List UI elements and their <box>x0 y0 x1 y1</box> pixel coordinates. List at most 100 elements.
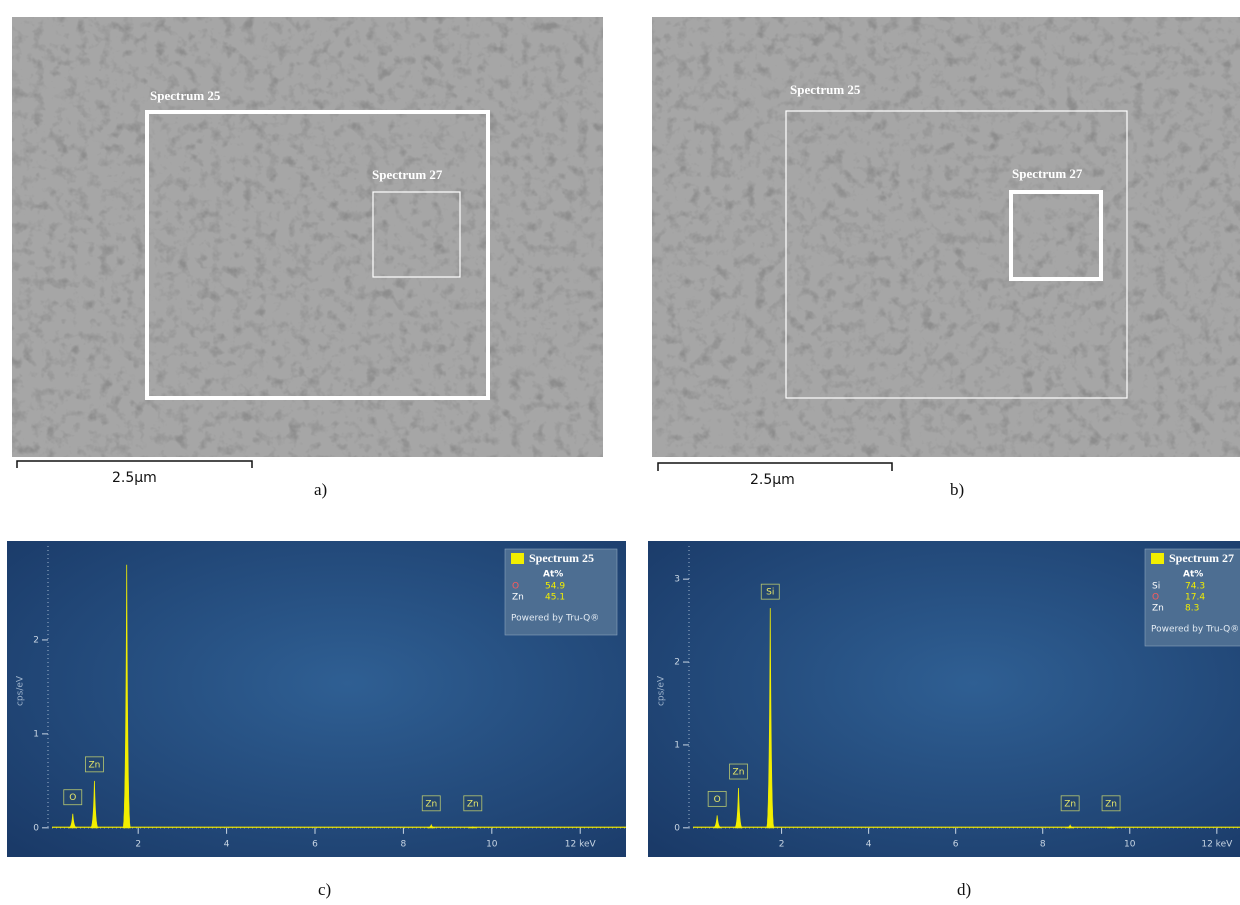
peak <box>468 826 477 829</box>
legend-title: Spectrum 27 <box>1169 551 1234 565</box>
legend-element: Zn <box>1152 604 1164 614</box>
peak-label-text: O <box>69 793 76 803</box>
caption: d) <box>957 880 972 899</box>
y-tick-label: 3 <box>674 575 680 585</box>
peak-label: O <box>707 790 727 807</box>
legend: Spectrum 25 At% O 54.9 Zn 45.1 Powered by Tru-… <box>504 548 618 636</box>
x-tick-label: 8 <box>401 839 407 849</box>
legend: Spectrum 27 At% Si 74.3 O 17.4 Zn 8.3 Powered by… <box>1144 548 1240 647</box>
region-box <box>785 110 1128 399</box>
scale-bar: 2.5µm <box>657 462 893 488</box>
legend-value: 54.9 <box>545 582 565 592</box>
legend-element: Zn <box>512 593 524 603</box>
x-tick-label: 4 <box>866 839 872 849</box>
peak-label: Zn <box>463 795 483 812</box>
scale-bar: 2.5µm <box>16 460 253 486</box>
peak-label-text: Zn <box>1105 799 1117 809</box>
peak <box>68 813 77 829</box>
peak <box>1066 824 1075 829</box>
legend-value: 17.4 <box>1185 593 1205 603</box>
peak-label-text: Zn <box>467 799 479 809</box>
legend-value: 8.3 <box>1185 604 1199 614</box>
legend-header: At% <box>543 570 563 580</box>
x-tick-label: 12 keV <box>1201 839 1233 849</box>
scale-bar-label: 2.5µm <box>750 472 795 488</box>
y-axis-label: cps/eV <box>16 675 26 706</box>
peak-label-text: Zn <box>88 760 100 770</box>
scale-bar-label: 2.5µm <box>112 470 157 486</box>
x-tick-label: 6 <box>312 839 318 849</box>
x-tick-label: 4 <box>224 839 230 849</box>
peak <box>713 815 722 829</box>
caption: b) <box>950 480 965 499</box>
region-label: Spectrum 27 <box>1012 166 1083 181</box>
legend-element: O <box>1152 593 1159 603</box>
peak-label: Si <box>760 583 780 600</box>
legend-value: 45.1 <box>545 593 565 603</box>
legend-title: Spectrum 25 <box>529 551 594 565</box>
peak-label-text: O <box>714 795 721 805</box>
peak-label-box <box>760 583 780 600</box>
legend-element: O <box>512 582 519 592</box>
sem-image-a: Spectrum 25 Spectrum 27 <box>12 17 603 457</box>
peak-label-text: Si <box>766 588 774 598</box>
peak-label-box <box>85 756 104 773</box>
peak-label: Zn <box>1101 795 1121 812</box>
region-label: Spectrum 25 <box>150 88 221 103</box>
y-tick-label: 0 <box>33 823 39 833</box>
peak <box>734 788 743 829</box>
peak-label-box <box>1101 795 1121 812</box>
x-tick-label: 6 <box>953 839 959 849</box>
x-tick-label: 8 <box>1040 839 1046 849</box>
caption: c) <box>318 880 332 899</box>
y-axis-label: cps/eV <box>657 675 667 706</box>
region-box <box>145 110 490 400</box>
sem-figures: Spectrum 25 Spectrum 27 2.5µm Spectrum 2… <box>12 17 1240 488</box>
x-tick-label: 2 <box>779 839 785 849</box>
peak-label: Zn <box>85 756 104 773</box>
legend-header: At% <box>1183 570 1203 580</box>
x-tick-label: 2 <box>135 839 141 849</box>
peak-label: Zn <box>421 795 441 812</box>
caption: a) <box>314 480 328 499</box>
legend-swatch <box>1151 553 1164 564</box>
legend-footer: Powered by Tru-Q® <box>511 614 599 624</box>
sem-image-b: Spectrum 25 Spectrum 27 <box>652 17 1240 457</box>
legend-value: 74.3 <box>1185 582 1205 592</box>
peak-label-box <box>1060 795 1080 812</box>
peak-label-text: Zn <box>733 768 745 778</box>
region-label: Spectrum 25 <box>790 82 861 97</box>
y-tick-label: 2 <box>674 658 680 668</box>
region-box <box>1009 190 1103 281</box>
legend-element: Si <box>1152 582 1160 592</box>
peak <box>765 608 775 829</box>
x-tick-label: 12 keV <box>565 839 597 849</box>
peak <box>1107 826 1115 829</box>
y-tick-label: 2 <box>33 635 39 645</box>
plot-background <box>648 541 1240 857</box>
legend-swatch <box>511 553 524 564</box>
peak-label-box <box>421 795 441 812</box>
region-box <box>372 191 461 278</box>
x-tick-label: 10 <box>1124 839 1136 849</box>
peak-label: Zn <box>1060 795 1080 812</box>
peak <box>90 780 99 829</box>
legend-footer: Powered by Tru-Q® <box>1151 625 1239 635</box>
peak-label: O <box>63 789 83 806</box>
y-tick-label: 1 <box>674 740 680 750</box>
peak-label-box <box>729 763 748 780</box>
peak-label-text: Zn <box>425 799 437 809</box>
peak-label-text: Zn <box>1064 799 1076 809</box>
peak <box>427 823 436 829</box>
peak-label-box <box>63 789 83 806</box>
peak-label-box <box>463 795 483 812</box>
legend-box <box>1144 548 1240 647</box>
x-tick-label: 10 <box>486 839 498 849</box>
region-label: Spectrum 27 <box>372 167 443 182</box>
peak <box>122 564 132 829</box>
y-tick-label: 0 <box>674 823 680 833</box>
peak-label: Zn <box>729 763 748 780</box>
peak-label-box <box>707 790 727 807</box>
